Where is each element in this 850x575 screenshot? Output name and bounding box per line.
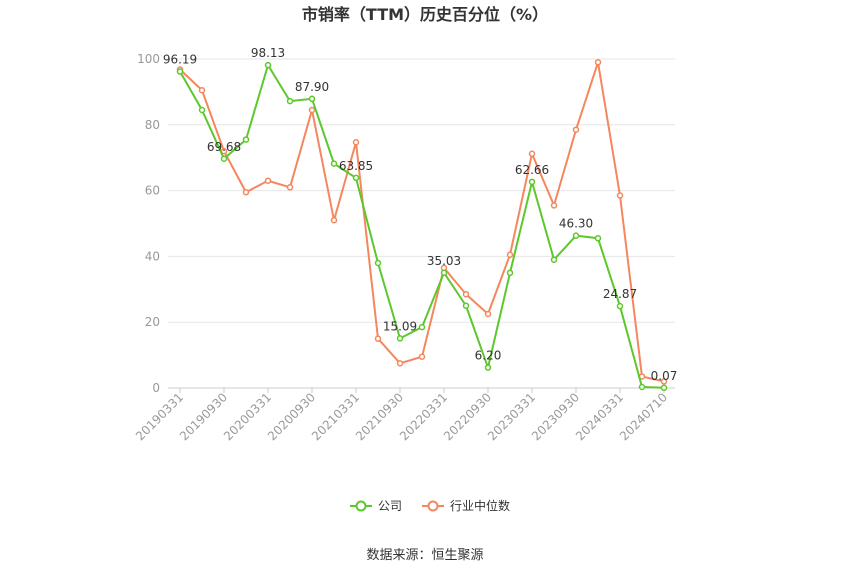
data-point bbox=[330, 216, 338, 224]
legend-marker bbox=[427, 500, 439, 512]
y-tick-label: 20 bbox=[145, 315, 160, 329]
data-point bbox=[660, 384, 668, 392]
legend-item[interactable]: 公司 bbox=[350, 499, 402, 513]
data-point bbox=[506, 251, 514, 259]
data-labels: 96.19 69.68 98.13 87.90 63.85 15.09 35.03 6.20 6… bbox=[163, 46, 678, 383]
data-point bbox=[462, 290, 470, 298]
series-layer bbox=[176, 59, 668, 392]
data-point bbox=[528, 178, 536, 186]
y-tick-label: 80 bbox=[145, 118, 160, 132]
y-axis: 0 20 40 60 80 100 bbox=[137, 52, 160, 395]
grid bbox=[168, 58, 675, 389]
data-point bbox=[198, 87, 206, 94]
data-point bbox=[242, 188, 250, 196]
data-label: 24.87 bbox=[603, 287, 637, 301]
x-tick-label: 20240710 bbox=[617, 390, 670, 443]
data-point bbox=[176, 68, 184, 75]
y-tick-label: 100 bbox=[137, 52, 160, 66]
data-label: 98.13 bbox=[251, 46, 285, 60]
y-tick-label: 60 bbox=[145, 184, 160, 198]
data-label: 69.68 bbox=[207, 140, 241, 154]
data-point bbox=[572, 126, 580, 133]
data-label: 0.07 bbox=[651, 369, 678, 383]
data-point bbox=[330, 160, 338, 167]
source-note: 数据来源：恒生聚源 bbox=[366, 548, 483, 563]
data-label: 46.30 bbox=[559, 217, 593, 231]
data-point bbox=[418, 323, 426, 331]
data-point bbox=[308, 95, 316, 103]
data-point bbox=[264, 61, 272, 69]
y-tick-label: 0 bbox=[152, 381, 160, 395]
legend-label: 行业中位数 bbox=[450, 498, 510, 513]
data-point bbox=[396, 360, 404, 367]
data-point bbox=[572, 232, 580, 239]
data-point bbox=[550, 202, 558, 209]
data-label: 62.66 bbox=[515, 163, 549, 177]
data-point bbox=[616, 192, 624, 199]
data-label: 96.19 bbox=[163, 53, 197, 67]
legend-item[interactable]: 行业中位数 bbox=[422, 498, 510, 513]
data-point bbox=[462, 302, 470, 309]
y-tick-label: 40 bbox=[145, 249, 160, 263]
data-label: 87.90 bbox=[295, 80, 329, 94]
data-point bbox=[264, 177, 272, 184]
data-point bbox=[528, 150, 536, 158]
data-point bbox=[286, 97, 294, 105]
data-label: 63.85 bbox=[339, 159, 373, 173]
data-point bbox=[484, 364, 492, 371]
data-point bbox=[594, 59, 602, 66]
legend[interactable]: 公司 行业中位数 bbox=[350, 498, 510, 513]
data-label: 6.20 bbox=[475, 349, 502, 363]
data-point bbox=[440, 269, 448, 277]
data-point bbox=[374, 259, 382, 267]
chart-title: 市销率（TTM）历史百分位（%） bbox=[302, 5, 548, 24]
data-point bbox=[352, 174, 360, 182]
data-point bbox=[374, 335, 382, 342]
data-label: 35.03 bbox=[427, 254, 461, 268]
data-point bbox=[418, 353, 426, 360]
data-point bbox=[396, 335, 404, 342]
legend-marker bbox=[355, 500, 367, 512]
data-point bbox=[616, 302, 624, 310]
data-point bbox=[484, 310, 492, 318]
data-point bbox=[660, 378, 668, 385]
data-point bbox=[198, 106, 206, 114]
legend-label: 公司 bbox=[378, 499, 402, 513]
data-point bbox=[242, 136, 250, 143]
data-label: 15.09 bbox=[383, 319, 417, 333]
data-point bbox=[550, 256, 558, 263]
x-axis: 2019033120190930202003312020093020210331… bbox=[133, 388, 670, 443]
data-point bbox=[220, 155, 228, 163]
data-point bbox=[286, 184, 294, 191]
data-point bbox=[594, 235, 602, 242]
data-point bbox=[506, 269, 514, 277]
data-point bbox=[352, 138, 360, 146]
data-point bbox=[638, 383, 646, 391]
data-point bbox=[308, 106, 316, 114]
